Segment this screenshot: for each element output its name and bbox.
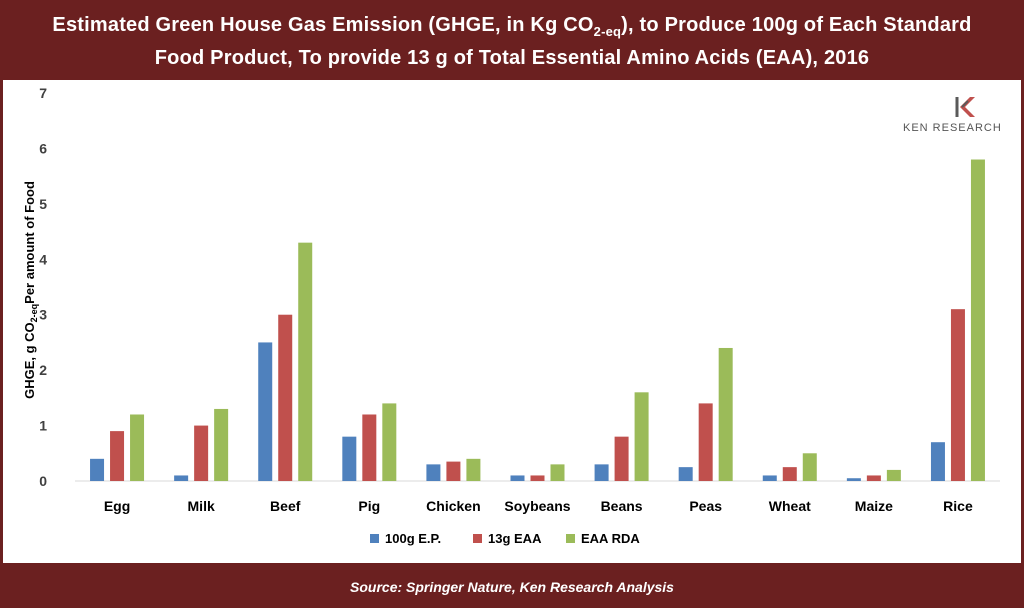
title-part: Estimated Green House Gas Emission (GHGE… [52,14,594,36]
x-axis-ticks: Egg Milk Beef Pig Chicken Soybeans Beans Peas Wh… [104,498,973,514]
legend-label: EAA RDA [581,531,640,546]
y-axis-ticks: 0 1 2 3 4 5 6 7 [39,85,47,489]
chart-title-line-1: Estimated Green House Gas Emission (GHGE… [0,0,1024,45]
bar-beans-3 [634,392,649,481]
bar-rice-1 [930,442,945,481]
source-note: Source: Springer Nature, Ken Research An… [350,579,674,595]
y-axis-label: GHGE, g CO2-eqPer amount of Food [22,181,39,399]
y-tick-label: 5 [39,196,47,212]
bar-pig-1 [342,436,357,481]
bar-egg-1 [90,458,105,481]
x-tick-label: Beans [601,498,643,514]
x-tick-label: Wheat [769,498,811,514]
bar-milk-3 [214,408,229,481]
y-tick-label: 2 [39,362,47,378]
bar-wheat-2 [782,467,797,481]
bar-egg-3 [130,414,145,481]
bar-wheat-3 [802,453,817,481]
x-tick-label: Maize [855,498,893,514]
bar-chicken-1 [426,464,441,481]
ken-research-logo-icon [955,97,975,117]
bar-beef-1 [258,342,273,481]
x-tick-label: Soybeans [504,498,570,514]
y-tick-label: 4 [39,251,47,267]
legend: 100g E.P. 13g EAA EAA RDA [370,531,640,546]
y-tick-label: 1 [39,418,47,434]
bar-rice-3 [970,159,985,481]
bar-milk-1 [174,475,189,481]
x-tick-label: Chicken [426,498,480,514]
y-tick-label: 3 [39,307,47,323]
bar-peas-1 [678,467,693,481]
bar-pig-3 [382,403,397,481]
bar-peas-3 [718,347,733,481]
legend-swatch [473,534,482,543]
y-axis-title: GHGE, g CO2-eqPer amount of Food [22,181,39,399]
x-tick-label: Peas [689,498,722,514]
chart-header: Estimated Green House Gas Emission (GHGE… [0,0,1024,80]
bar-maize-1 [846,478,861,481]
bar-wheat-1 [762,475,777,481]
ken-research-logo-text: KEN RESEARCH [903,122,1002,134]
bars [90,159,985,481]
x-tick-label: Beef [270,498,301,514]
x-tick-label: Rice [943,498,973,514]
y-tick-label: 6 [39,140,47,156]
bar-beans-2 [614,436,629,481]
bar-soybeans-3 [550,464,565,481]
legend-label: 100g E.P. [385,531,441,546]
y-tick-label: 7 [39,85,47,101]
bar-chicken-3 [466,458,481,481]
chart-title-line-2: Food Product, To provide 13 g of Total E… [154,47,870,69]
bar-maize-2 [866,475,881,481]
legend-swatch [566,534,575,543]
bar-peas-2 [698,403,713,481]
legend-label: 13g EAA [488,531,542,546]
title-subscript: 2-eq [593,24,622,39]
bar-pig-2 [362,414,377,481]
chart-panel [3,80,1021,563]
bar-maize-3 [886,469,901,481]
x-tick-label: Egg [104,498,130,514]
bar-soybeans-2 [530,475,545,481]
bar-beef-3 [298,242,313,481]
title-part: ), to Produce 100g of Each Standard [621,14,972,36]
bar-soybeans-1 [510,475,525,481]
y-tick-label: 0 [39,473,47,489]
bar-beef-2 [278,314,293,481]
bar-chicken-2 [446,461,461,481]
bar-milk-2 [194,425,209,481]
bar-rice-2 [950,309,965,481]
x-tick-label: Milk [188,498,215,514]
bar-beans-1 [594,464,609,481]
legend-swatch [370,534,379,543]
bar-egg-2 [110,431,125,481]
x-tick-label: Pig [358,498,380,514]
